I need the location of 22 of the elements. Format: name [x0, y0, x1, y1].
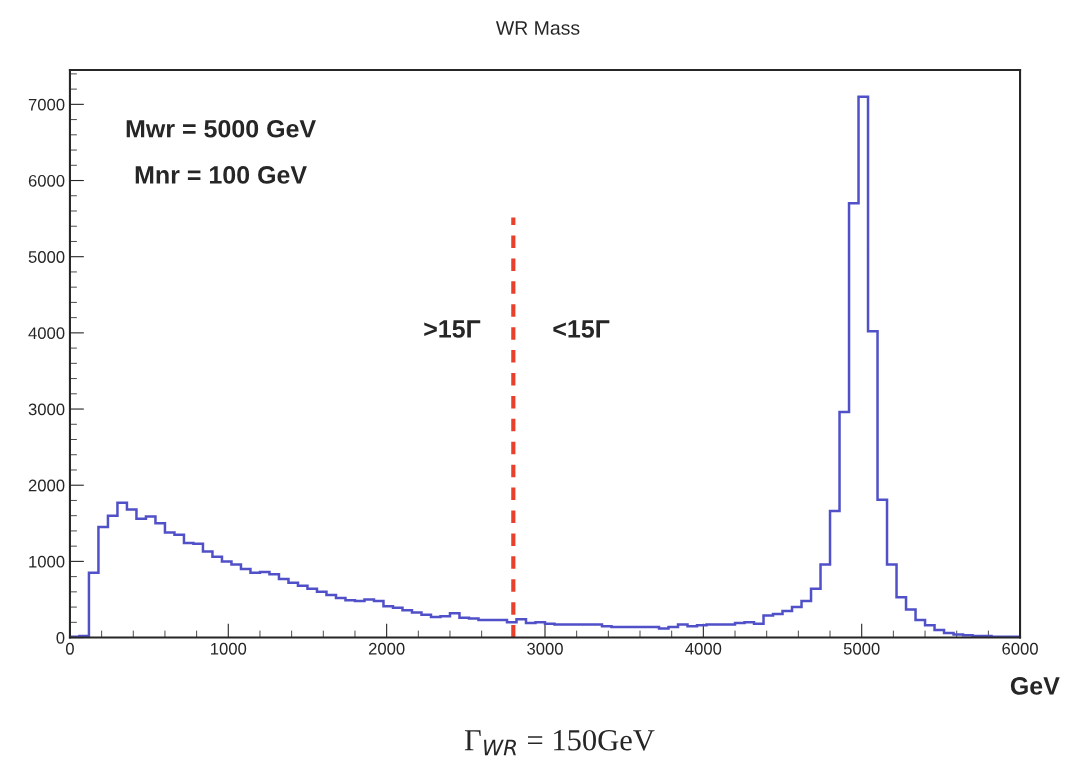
x-tick-label: 4000 [685, 642, 722, 655]
text: Γ$_{WR}$ = 150GeV [464, 729, 655, 756]
annotation: <15Γ [553, 320, 610, 338]
x-axis-title: GeV [1010, 677, 1060, 695]
y-tick-label: 3000 [28, 403, 65, 416]
y-tick-label: 7000 [28, 98, 65, 111]
x-tick-label: 6000 [1002, 642, 1038, 655]
annotation: Mwr = 5000 GeV [126, 119, 316, 138]
y-tick-label: 5000 [28, 251, 65, 263]
y-tick-label: 6000 [28, 174, 65, 187]
y-tick-label: 4000 [28, 327, 65, 340]
y-tick-label: 0 [56, 631, 65, 644]
chart-title: WR Mass [495, 21, 580, 35]
annotation: Mnr = 100 GeV [135, 166, 307, 184]
x-tick-label: 0 [65, 642, 74, 655]
x-tick-label: 3000 [527, 642, 563, 655]
y-tick-label: 2000 [28, 479, 65, 492]
x-tick-label: 1000 [211, 642, 247, 655]
x-tick-label: 2000 [368, 642, 405, 655]
y-tick-label: 1000 [29, 555, 65, 568]
x-tick-label: 5000 [843, 642, 880, 655]
annotation: >15Γ [424, 320, 481, 338]
